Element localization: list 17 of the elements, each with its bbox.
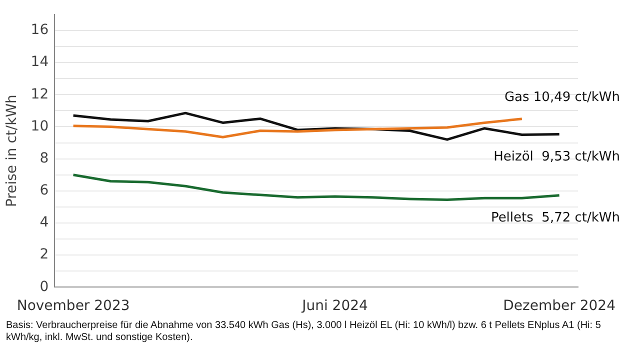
x-tick-label: November 2023 xyxy=(16,298,130,314)
y-tick-label: 16 xyxy=(30,22,49,38)
y-tick-label: 6 xyxy=(40,182,49,199)
y-tick-label: 4 xyxy=(40,214,49,231)
y-tick-label: 8 xyxy=(40,150,49,166)
y-tick-label: 10 xyxy=(30,118,49,134)
y-tick-label: 0 xyxy=(40,278,49,295)
y-tick-label: 2 xyxy=(40,246,49,263)
y-tick-label: 12 xyxy=(30,86,49,102)
x-tick-label: Dezember 2024 xyxy=(503,298,616,314)
text: Basis: Verbraucherpreise für die Abnahme von 33.540 kWh Gas (Hs), 3.000 l Heizöl EL (Hi: 10 kWh/l) bzw. 6 t Pellets ENplus A1 (Hi: 5 kWh/kg, inkl. MwSt. und sonstige Kosten). xyxy=(5,319,602,344)
annotation: Heizöl 9,53 ct/kWh xyxy=(494,149,620,164)
y-axis-title: Preise in ct/kWh xyxy=(4,94,20,208)
annotation: Gas 10,49 ct/kWh xyxy=(504,90,620,105)
y-tick-label: 14 xyxy=(30,54,49,70)
x-tick-label: Juni 2024 xyxy=(301,298,368,314)
annotation: Pellets 5,72 ct/kWh xyxy=(490,210,620,226)
